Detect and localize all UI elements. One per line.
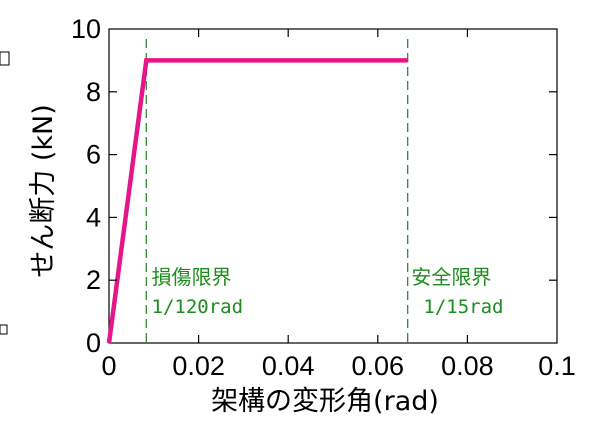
y-tick-label: 10 — [71, 14, 101, 44]
x-tick-label: 0 — [101, 351, 116, 381]
annotation-label-1: 損傷限界 — [152, 265, 232, 289]
x-axis-ticks: 0 0.02 0.04 0.06 0.08 0.1 — [101, 29, 576, 381]
edge-mark-top — [0, 51, 10, 66]
series-line-1 — [106, 58, 408, 344]
x-tick-label: 0.1 — [538, 351, 576, 381]
x-tick-label: 0.08 — [441, 351, 494, 381]
y-tick-label: 0 — [86, 328, 101, 358]
y-tick-label: 2 — [86, 265, 101, 295]
annotation-label-2: 安全限界 — [411, 265, 491, 289]
plot-frame — [108, 28, 558, 344]
edge-mark-bottom — [0, 324, 8, 335]
x-tick-label: 0.04 — [262, 351, 315, 381]
reference-lines — [145, 39, 409, 343]
y-tick-label: 8 — [86, 77, 101, 107]
y-axis-ticks: 0 2 4 6 8 10 — [71, 14, 557, 358]
annotation-value-2: 1/15rad — [423, 296, 503, 318]
y-axis-label: せん断力 (kN) — [28, 104, 59, 277]
series-layer — [106, 58, 408, 344]
annotation-value-1: 1/120rad — [152, 296, 244, 318]
x-tick-label: 0.06 — [352, 351, 405, 381]
y-tick-label: 4 — [86, 202, 101, 232]
y-tick-label: 6 — [86, 140, 101, 170]
annotations: 損傷限界 1/120rad 安全限界 1/15rad — [152, 265, 504, 318]
x-tick-label: 0.02 — [172, 351, 225, 381]
plot-border — [108, 28, 558, 344]
x-axis-label: 架構の変形角(rad) — [211, 386, 439, 417]
